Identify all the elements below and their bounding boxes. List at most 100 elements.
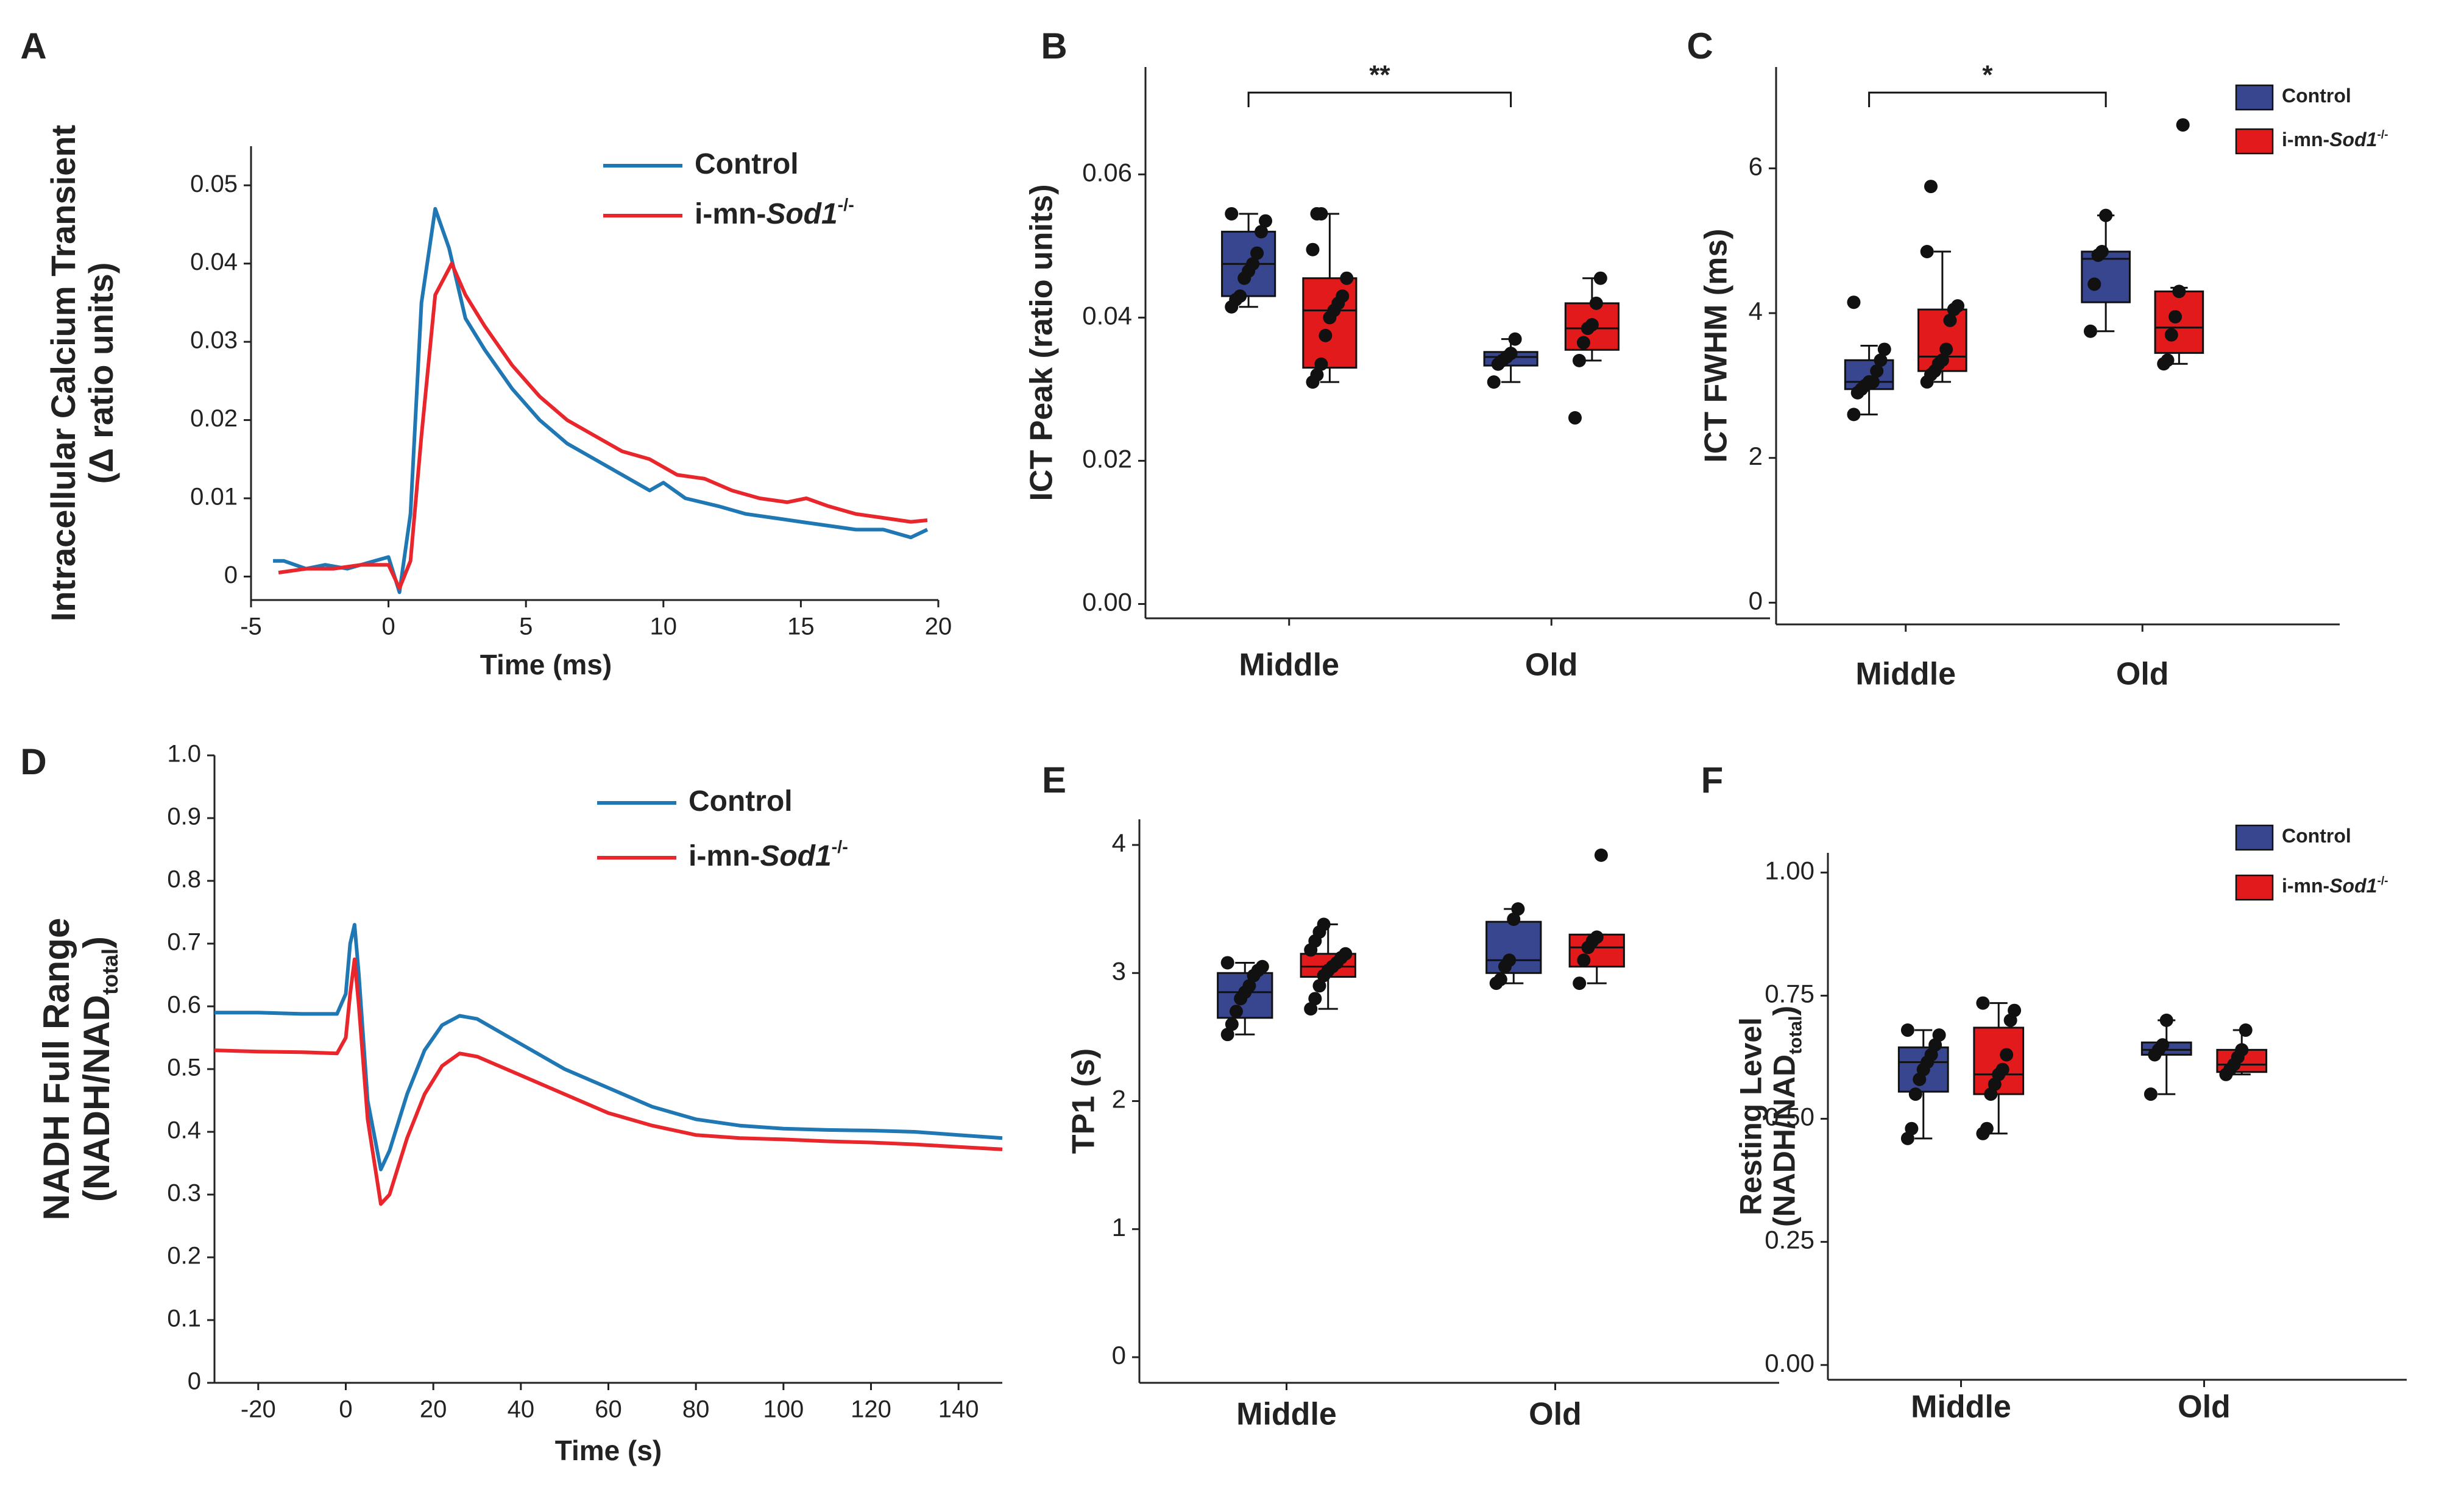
- significance-label: **: [1369, 60, 1390, 90]
- y-tick-label: 0.2: [167, 1243, 201, 1270]
- y-tick-label: 0.02: [1082, 445, 1132, 473]
- y-tick-label: 2: [1749, 442, 1763, 470]
- x-tick-label: 120: [851, 1396, 891, 1423]
- box-old-control: [1483, 332, 1538, 389]
- x-tick-label: 20: [420, 1396, 447, 1423]
- y-tick-label: 0.00: [1765, 1349, 1814, 1377]
- y-tick-label: 0.00: [1082, 588, 1132, 616]
- series-line-control: [273, 207, 929, 595]
- legend-label-0: Control: [689, 785, 793, 818]
- data-point: [1242, 979, 1256, 993]
- data-point: [1847, 408, 1861, 422]
- y-axis-title-line1: NADH Full Range: [36, 918, 77, 1221]
- data-point: [2083, 324, 2097, 338]
- y-axis-title: Resting Level (NADH/NADtotal): [1734, 1006, 1806, 1227]
- x-tick-label: 100: [763, 1396, 804, 1423]
- box-middle-control: [1217, 956, 1273, 1042]
- y-axis-title-line2: (Δ ratio units): [82, 263, 120, 484]
- y-tick-label: 6: [1749, 152, 1763, 180]
- y-axis-title-line1: Intracellular Calcium Transient: [44, 125, 82, 621]
- data-point: [1585, 318, 1599, 332]
- y-tick-label: 0.04: [1082, 301, 1132, 330]
- category-label-old: Old: [2178, 1390, 2231, 1425]
- series-line-control: [214, 923, 1003, 1171]
- data-point: [1229, 1005, 1243, 1019]
- category-label-middle: Middle: [1239, 648, 1339, 683]
- data-point: [1255, 225, 1269, 239]
- y-tick-label: 2: [1112, 1085, 1126, 1114]
- y-tick-label: 4: [1112, 828, 1126, 857]
- y-tick-label: 1.00: [1765, 856, 1814, 885]
- box-middle-sod1: [1917, 180, 1967, 389]
- data-point: [2095, 245, 2109, 259]
- data-point: [1259, 214, 1273, 228]
- y-tick-label: 0.3: [167, 1180, 201, 1207]
- data-point: [2168, 309, 2183, 323]
- box-old-sod1: [2154, 118, 2204, 371]
- y-tick-label: 0.7: [167, 929, 201, 956]
- y-tick-label: 1: [1112, 1213, 1126, 1241]
- data-point: [1220, 1028, 1234, 1042]
- y-tick-label: 0.8: [167, 866, 201, 893]
- data-point: [1308, 992, 1322, 1006]
- box-middle-control: [1221, 207, 1276, 314]
- data-point: [1905, 1121, 1919, 1135]
- box-middle-control: [1844, 295, 1894, 422]
- panel-label: B: [1041, 26, 1067, 66]
- y-tick-label: 0: [188, 1368, 201, 1395]
- x-tick-label: 60: [595, 1396, 622, 1423]
- x-tick-label: -20: [241, 1396, 276, 1423]
- data-point: [1508, 332, 1522, 346]
- x-axis-title: Time (s): [555, 1435, 662, 1466]
- data-point: [1233, 289, 1247, 303]
- y-tick-label: 0.9: [167, 803, 201, 830]
- series-line-sod1: [278, 261, 928, 590]
- category-label-middle: Middle: [1855, 657, 1956, 692]
- data-point: [1908, 1087, 1922, 1101]
- data-point: [1594, 848, 1608, 862]
- data-point: [2235, 1043, 2249, 1057]
- legend-label-1: i-mn-Sod1-/-: [2282, 129, 2388, 151]
- data-point: [1866, 375, 1880, 389]
- data-point: [1874, 353, 1888, 367]
- x-tick-label: 40: [508, 1396, 535, 1423]
- y-tick-label: 0.50: [1765, 1103, 1814, 1131]
- y-tick-label: 0.03: [190, 327, 238, 354]
- data-point: [1314, 207, 1328, 221]
- box-old-control: [2140, 1013, 2192, 1101]
- data-point: [1317, 917, 1331, 931]
- y-axis-title-line1: Resting Level: [1734, 1017, 1768, 1215]
- panel-label: C: [1687, 26, 1713, 66]
- y-tick-label: 4: [1749, 297, 1763, 325]
- panel-C: C 0 2 4 6 Middle Old * ICT FWHM (ms) Control i-mn-…: [1687, 26, 2388, 692]
- data-point: [2008, 1003, 2022, 1017]
- y-tick-label: 0: [1749, 586, 1763, 615]
- y-tick-label: 0.05: [190, 171, 238, 197]
- legend-label-1: i-mn-Sod1-/-: [2282, 875, 2388, 897]
- y-axis-title: ICT FWHM (ms): [1699, 228, 1734, 462]
- panel-label: A: [20, 26, 46, 66]
- data-point: [1932, 1028, 1946, 1042]
- category-label-old: Old: [1525, 648, 1578, 683]
- data-point: [1924, 180, 1938, 194]
- data-point: [1250, 246, 1264, 260]
- data-point: [1306, 242, 1320, 256]
- x-tick-label: 20: [925, 613, 952, 640]
- box-middle-sod1: [1302, 207, 1358, 389]
- data-point: [1493, 972, 1507, 986]
- data-point: [1847, 295, 1861, 309]
- x-axis-title: Time (ms): [480, 649, 612, 680]
- category-label-middle: Middle: [1911, 1390, 2011, 1425]
- box-old-control: [1485, 902, 1542, 991]
- category-label-old: Old: [1529, 1397, 1582, 1432]
- data-point: [1589, 296, 1603, 310]
- data-point: [2172, 284, 2186, 298]
- data-point: [2239, 1023, 2253, 1037]
- x-tick-label: 0: [339, 1396, 352, 1423]
- y-tick-label: 0.25: [1765, 1226, 1814, 1254]
- data-point: [1870, 364, 1884, 378]
- data-point: [2087, 277, 2101, 291]
- y-tick-label: 0.02: [190, 405, 238, 432]
